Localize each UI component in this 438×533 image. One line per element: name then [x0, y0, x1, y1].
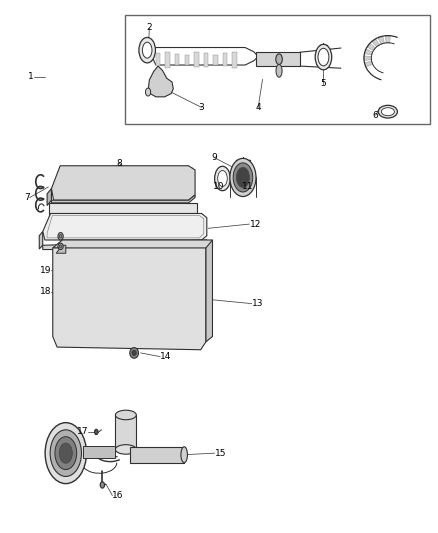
Polygon shape — [364, 56, 371, 60]
Ellipse shape — [100, 482, 105, 488]
Ellipse shape — [381, 108, 394, 116]
Ellipse shape — [378, 106, 397, 118]
Polygon shape — [367, 44, 375, 51]
Ellipse shape — [276, 64, 282, 77]
Ellipse shape — [276, 54, 283, 64]
Text: 19: 19 — [40, 266, 51, 275]
Ellipse shape — [58, 232, 63, 240]
Text: 7: 7 — [24, 193, 30, 202]
Polygon shape — [130, 447, 184, 463]
Polygon shape — [56, 245, 66, 253]
Text: 13: 13 — [252, 299, 263, 308]
Polygon shape — [204, 53, 208, 67]
Ellipse shape — [218, 171, 227, 187]
Text: 3: 3 — [199, 103, 205, 112]
Ellipse shape — [116, 445, 136, 454]
Polygon shape — [83, 446, 116, 458]
Ellipse shape — [142, 42, 152, 58]
Ellipse shape — [59, 235, 62, 238]
Polygon shape — [47, 189, 51, 206]
Text: 5: 5 — [321, 79, 326, 88]
Ellipse shape — [132, 350, 136, 356]
Polygon shape — [223, 53, 227, 66]
Polygon shape — [233, 52, 237, 68]
Ellipse shape — [315, 44, 332, 70]
Polygon shape — [43, 214, 207, 240]
Text: 2: 2 — [147, 23, 152, 33]
Polygon shape — [148, 66, 173, 97]
Ellipse shape — [58, 243, 63, 249]
Ellipse shape — [237, 167, 250, 188]
Ellipse shape — [45, 423, 86, 483]
Ellipse shape — [130, 348, 138, 358]
Ellipse shape — [139, 37, 155, 63]
Bar — [125, 14, 430, 124]
Ellipse shape — [55, 437, 77, 470]
Text: 4: 4 — [255, 103, 261, 112]
Text: 11: 11 — [241, 182, 253, 191]
Ellipse shape — [318, 49, 329, 66]
Text: 18: 18 — [40, 287, 51, 296]
Polygon shape — [53, 248, 206, 350]
Polygon shape — [378, 37, 385, 44]
Text: 16: 16 — [113, 491, 124, 500]
Ellipse shape — [116, 410, 136, 419]
Ellipse shape — [215, 166, 230, 191]
Ellipse shape — [145, 88, 151, 96]
Polygon shape — [175, 54, 180, 66]
Text: 10: 10 — [213, 182, 225, 191]
Ellipse shape — [95, 429, 98, 434]
Ellipse shape — [233, 163, 253, 192]
Polygon shape — [256, 52, 300, 66]
Polygon shape — [156, 53, 160, 66]
Text: 12: 12 — [250, 220, 261, 229]
Polygon shape — [49, 203, 197, 219]
Polygon shape — [206, 240, 212, 342]
Text: 6: 6 — [373, 111, 378, 120]
Polygon shape — [372, 39, 380, 47]
Text: 9: 9 — [212, 154, 218, 163]
Ellipse shape — [50, 430, 81, 477]
Text: 15: 15 — [215, 449, 226, 458]
Ellipse shape — [181, 447, 187, 463]
Polygon shape — [213, 55, 218, 64]
Polygon shape — [51, 166, 195, 200]
Polygon shape — [166, 52, 170, 68]
Text: 17: 17 — [77, 427, 88, 437]
Polygon shape — [51, 195, 195, 203]
Polygon shape — [185, 54, 189, 65]
Ellipse shape — [59, 443, 72, 463]
Polygon shape — [364, 61, 373, 67]
Polygon shape — [43, 240, 207, 249]
Ellipse shape — [59, 245, 62, 248]
Polygon shape — [385, 36, 390, 43]
Ellipse shape — [230, 158, 256, 197]
Polygon shape — [53, 240, 212, 252]
Polygon shape — [194, 52, 198, 67]
Polygon shape — [116, 415, 136, 449]
Text: 1: 1 — [28, 72, 34, 81]
Text: 8: 8 — [116, 159, 122, 167]
Polygon shape — [364, 49, 373, 55]
Text: 14: 14 — [160, 352, 172, 361]
Polygon shape — [39, 231, 43, 249]
